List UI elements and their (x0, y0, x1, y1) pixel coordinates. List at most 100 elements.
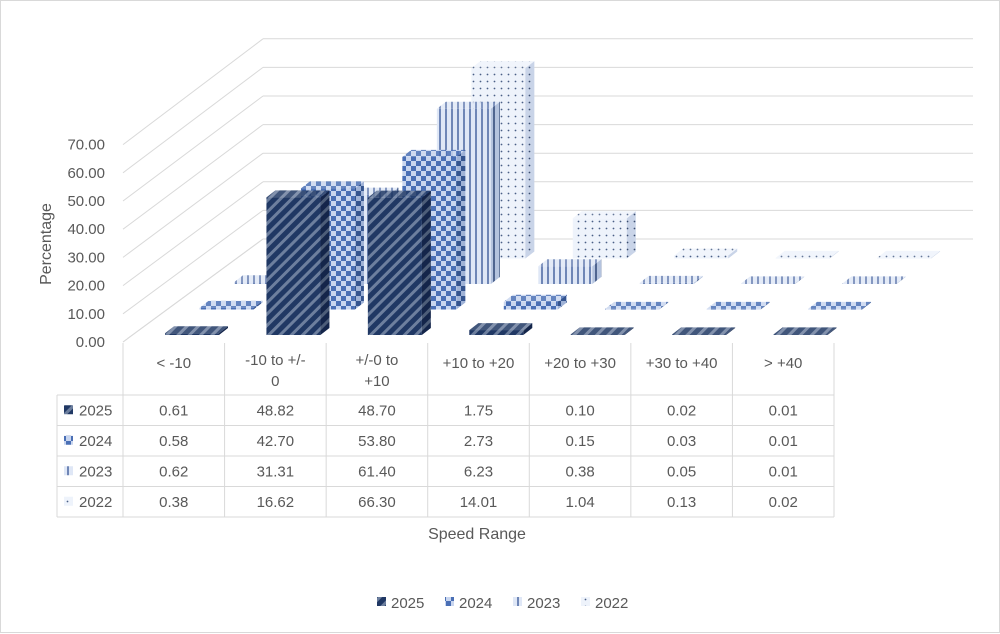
bar-top (469, 323, 533, 331)
table-cell: 48.82 (257, 402, 295, 419)
bar-2023-5 (639, 275, 703, 284)
bar-front (773, 334, 828, 335)
table-header-3: +/-0 to +10 (355, 352, 398, 390)
bar-2025-3 (367, 190, 431, 335)
bar-2024-4 (503, 294, 567, 310)
table-header-7: > +40 (764, 355, 802, 372)
table-cell: 0.38 (159, 494, 188, 511)
bar-top (877, 250, 941, 258)
bar-2022-5 (674, 248, 738, 259)
bar-2025-6 (672, 327, 736, 335)
bar-side (829, 250, 839, 259)
table-cell: 16.62 (257, 494, 295, 511)
bar-top (808, 301, 872, 309)
bar-top (300, 181, 364, 189)
gridline-side (122, 124, 264, 230)
gridline-side (122, 38, 264, 145)
legend-item-2022: 2022 (581, 595, 628, 612)
table-cell: 1.04 (565, 494, 594, 511)
table-cell: 61.40 (358, 463, 396, 480)
y-tick-label: 50.00 (67, 193, 105, 210)
table-row-name: 2025 (79, 402, 112, 419)
table-header-5: +20 to +30 (544, 355, 616, 372)
bar-2024-1 (199, 300, 263, 310)
bar-front (266, 197, 321, 335)
table-cell: 2.73 (464, 433, 493, 450)
bar-side (726, 327, 736, 335)
bar-front (775, 257, 830, 259)
bar-top (367, 190, 431, 198)
bar-side (896, 276, 906, 284)
table-cell: 0.38 (565, 463, 594, 480)
bar-front (672, 334, 727, 335)
bar-side (728, 248, 738, 259)
table-cell: 14.01 (460, 494, 498, 511)
table-cell: 0.58 (159, 433, 188, 450)
bar-top (570, 327, 634, 335)
table-cell: 6.23 (464, 463, 493, 480)
legend-label: 2025 (391, 595, 424, 612)
table-cell: 0.15 (565, 433, 594, 450)
bar-front (572, 218, 627, 259)
bar-2025-7 (773, 327, 837, 335)
bar-side (354, 181, 364, 310)
table-row-name: 2022 (79, 494, 112, 511)
bar-front (605, 308, 660, 310)
table-header-2: -10 to +/-0 (245, 352, 305, 390)
y-tick-label: 40.00 (67, 221, 105, 238)
bar-front (469, 330, 524, 335)
y-tick-label: 0.00 (76, 334, 105, 351)
bar-2022-4 (572, 211, 636, 259)
bar-front (842, 283, 897, 284)
bar-top (773, 327, 837, 335)
bar-side (659, 301, 669, 310)
table-row-name: 2024 (79, 433, 112, 450)
table-cell: 0.62 (159, 463, 188, 480)
bar-2025-2 (266, 190, 330, 335)
bar-top (266, 190, 330, 198)
y-tick-label: 20.00 (67, 278, 105, 295)
table-header-1: < -10 (156, 355, 191, 372)
bar-side (421, 190, 431, 335)
table-cell: 1.75 (464, 402, 493, 419)
bar-2022-7 (877, 250, 941, 259)
bar-side (592, 259, 602, 284)
bar-side (931, 250, 941, 259)
bar-2025-4 (469, 323, 533, 335)
table-cell: 0.01 (769, 402, 798, 419)
bar-side (219, 326, 228, 335)
table-header-4: +10 to +20 (443, 355, 515, 372)
table-cell: 0.01 (769, 463, 798, 480)
bar-side (456, 149, 466, 310)
bar-2024-7 (808, 301, 872, 310)
legend-label: 2024 (459, 595, 492, 612)
gridline-side (122, 181, 264, 287)
bar-top (402, 149, 466, 157)
bar-top (842, 276, 906, 284)
gridline-side (122, 209, 264, 315)
bar-side (525, 61, 535, 259)
table-cell: 0.02 (769, 494, 798, 511)
y-tick-label: 60.00 (67, 165, 105, 182)
table-cell: 0.61 (159, 402, 188, 419)
table-cell: 66.30 (358, 494, 396, 511)
bar-top (471, 61, 535, 69)
bar-2024-6 (706, 301, 770, 310)
bar-front (570, 334, 625, 335)
y-axis-title: Percentage (38, 203, 55, 285)
legend-item-2023: 2023 (513, 595, 560, 612)
bar-top (706, 301, 770, 309)
gridline-side (122, 152, 264, 258)
bar-front (538, 266, 593, 284)
bar-front (367, 197, 422, 335)
bar-top (165, 326, 228, 334)
bar-side (626, 211, 636, 259)
table-cell: 0.01 (769, 433, 798, 450)
bar-side (253, 300, 263, 310)
bar-front (503, 301, 558, 310)
bar-side (624, 327, 634, 335)
bar-side (795, 276, 805, 284)
bar-side (693, 275, 703, 284)
table-header-6: +30 to +40 (646, 355, 718, 372)
